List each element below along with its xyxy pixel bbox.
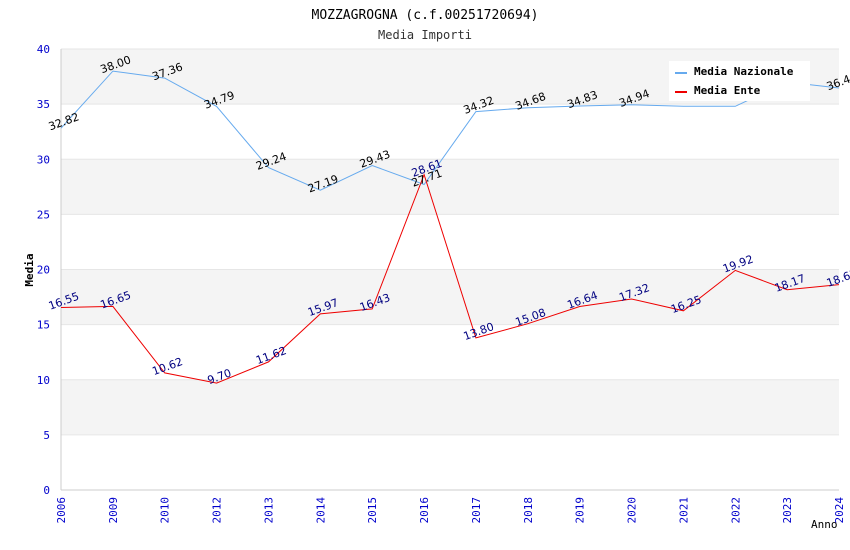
grid-band [61,104,839,160]
x-tick-label: 2014 [314,497,327,524]
legend-label-media-nazionale: Media Nazionale [694,65,794,78]
legend-box [669,61,810,101]
y-tick-label: 40 [37,43,50,56]
grid-band [61,434,839,490]
grid-band [61,324,839,380]
x-tick-label: 2022 [729,497,742,524]
x-tick-label: 2019 [574,497,587,524]
y-axis-ticks: 0 5 10 15 20 25 30 35 40 [37,43,50,497]
y-tick-label: 35 [37,98,50,111]
y-tick-label: 0 [43,484,50,497]
y-tick-label: 25 [37,208,50,221]
x-tick-label: 2023 [781,497,794,524]
y-tick-label: 10 [37,374,50,387]
legend: Media Nazionale Media Ente [669,61,810,101]
x-axis-title: Anno [811,518,838,531]
series-line-media-nazionale [60,70,840,191]
x-tick-label: 2024 [833,497,846,524]
y-axis-title: Media [23,253,36,286]
series-lines [60,70,840,384]
x-tick-label: 2015 [366,497,379,524]
x-tick-label: 2012 [211,497,224,524]
x-tick-label: 2021 [677,497,690,524]
x-tick-label: 2017 [470,497,483,524]
grid-bands [61,49,839,490]
grid-band [61,269,839,325]
y-tick-label: 20 [37,264,50,277]
x-tick-label: 2020 [626,497,639,524]
legend-label-media-ente: Media Ente [694,84,761,97]
x-tick-label: 2013 [262,497,275,524]
x-axis-ticks: 2006 2009 2010 2012 2013 2014 2015 2016 2017 2018… [55,497,846,524]
x-tick-label: 2016 [418,497,431,524]
y-tick-label: 30 [37,153,50,166]
x-tick-label: 2010 [159,497,172,524]
chart-title: MOZZAGROGNA (c.f.00251720694) [312,8,539,23]
grid-band [61,379,839,435]
x-tick-label: 2018 [522,497,535,524]
x-tick-label: 2009 [107,497,120,524]
grid-band [61,214,839,270]
series-line-media-ente [60,173,840,384]
x-tick-label: 2006 [55,497,68,524]
y-tick-label: 15 [37,319,50,332]
grid-band [61,159,839,215]
y-tick-label: 5 [43,429,50,442]
chart-subtitle: Media Importi [378,28,472,42]
